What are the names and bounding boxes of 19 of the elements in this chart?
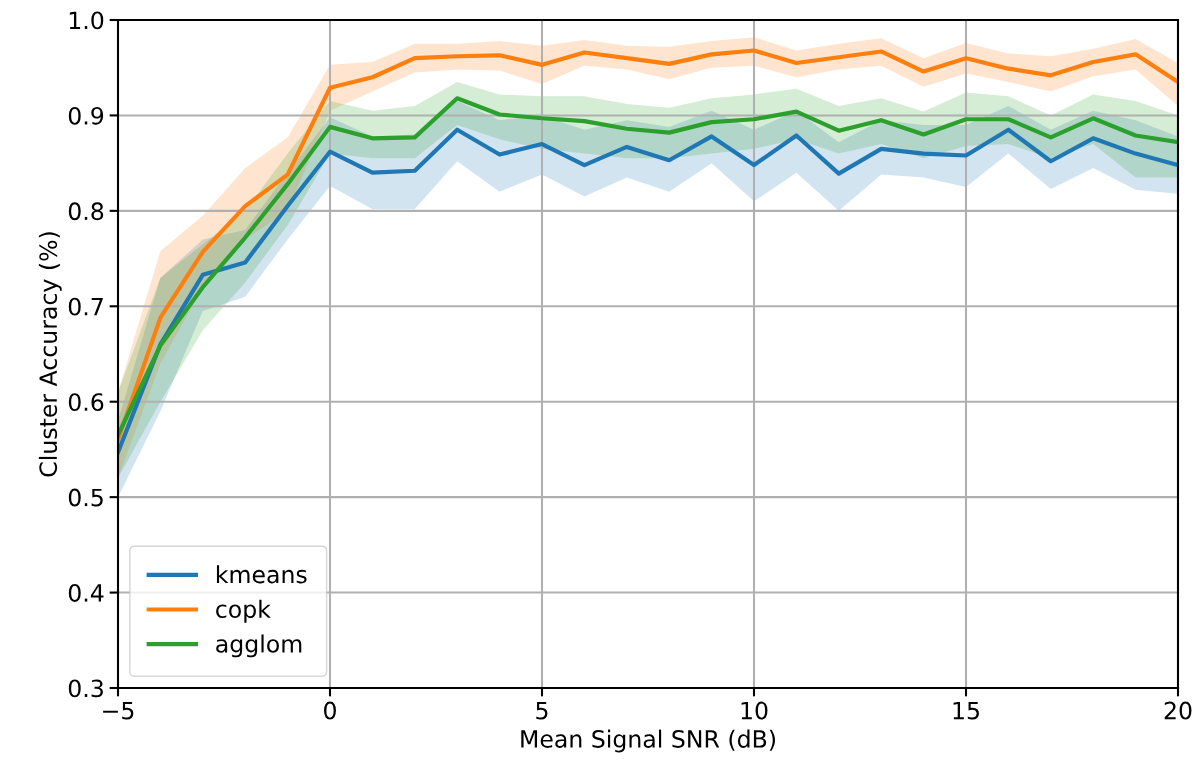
x-tick-label: 0 [324, 701, 336, 720]
x-tick-label: 20 [1164, 701, 1192, 720]
x-tick-label: 15 [953, 701, 979, 720]
y-tick-label: 0.3 [68, 679, 103, 698]
y-tick-label: 1.0 [69, 11, 104, 30]
y-tick-label: 0.6 [68, 393, 104, 412]
y-tick-label: 0.9 [68, 106, 104, 125]
y-tick-label: 0.8 [68, 202, 104, 221]
y-axis-title: Cluster Accuracy (%) [38, 232, 62, 477]
x-tick-label: −5 [103, 701, 134, 720]
legend-label: agglom [216, 634, 302, 658]
x-tick-label: 10 [741, 701, 768, 720]
legend-label: kmeans [216, 565, 307, 584]
x-tick-label: 5 [536, 701, 548, 720]
y-tick-label: 0.4 [68, 584, 104, 602]
y-tick-label: 0.7 [68, 297, 103, 316]
x-axis-title: Mean Signal SNR (dB) [521, 729, 775, 753]
y-tick-label: 0.5 [68, 488, 103, 507]
legend-label: copk [216, 599, 271, 623]
